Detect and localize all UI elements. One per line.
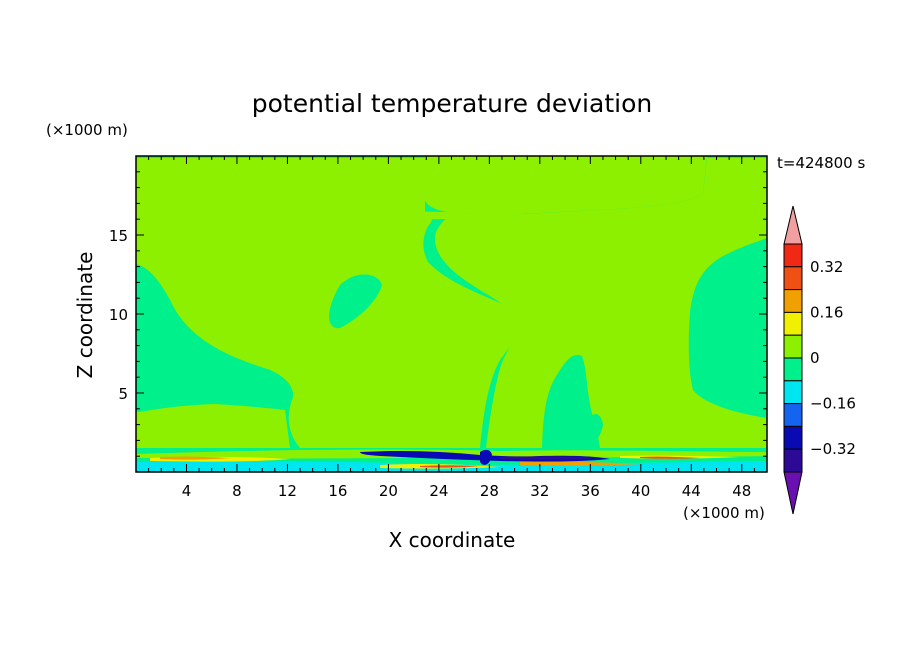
colorbar: 0.32 0.16 0 −0.16 −0.32	[783, 205, 856, 515]
colorbar-label: −0.16	[810, 395, 856, 413]
contour-region-background	[136, 264, 294, 412]
colorbar-box	[783, 380, 803, 405]
colorbar-box	[783, 243, 803, 268]
contour-band-cold	[500, 456, 600, 460]
colorbar-box	[783, 311, 803, 336]
colorbar-box	[783, 334, 803, 359]
colorbar-label: 0.16	[810, 303, 843, 321]
colorbar-label: −0.32	[810, 440, 856, 458]
colorbar-extend-top	[783, 205, 803, 245]
x-unit-label: (×1000 m)	[683, 504, 765, 522]
x-tick-label: 48	[732, 482, 751, 500]
contour-region-background	[587, 414, 603, 443]
colorbar-box	[783, 448, 803, 473]
x-tick-label: 36	[581, 482, 600, 500]
colorbar-box	[783, 289, 803, 313]
contour-band-cold	[480, 449, 492, 465]
x-tick-label: 16	[328, 482, 347, 500]
contour-band-warm	[420, 465, 480, 468]
x-tick-label: 8	[232, 482, 242, 500]
x-tick-label: 28	[480, 482, 499, 500]
contour-region-positive	[136, 158, 517, 448]
colorbar-box	[783, 357, 803, 382]
contour-region-positive	[425, 156, 707, 215]
axis-ticks	[136, 156, 767, 472]
x-tick-label: 40	[631, 482, 650, 500]
chart-title: potential temperature deviation	[252, 89, 652, 118]
contour-band-warm	[640, 456, 700, 459]
y-axis-label: Z coordinate	[73, 252, 97, 379]
x-tick-label: 24	[429, 482, 448, 500]
colorbar-box	[783, 425, 803, 450]
x-tick-label: 4	[182, 482, 192, 500]
x-tick-label: 44	[682, 482, 701, 500]
time-label: t=424800 s	[777, 154, 865, 172]
contour-region-positive	[136, 402, 290, 448]
colorbar-box	[783, 403, 803, 427]
y-unit-label: (×1000 m)	[46, 121, 128, 139]
colorbar-label: 0	[810, 349, 820, 367]
contour-region-positive	[435, 158, 767, 448]
contour-band-warm	[160, 456, 230, 460]
contour-band-warm	[520, 461, 640, 466]
colorbar-box	[783, 266, 803, 291]
y-tick-label: 5	[118, 385, 128, 403]
x-tick-label: 12	[278, 482, 297, 500]
colorbar-extend-bottom	[783, 471, 803, 515]
x-tick-label: 32	[530, 482, 549, 500]
x-tick-label: 20	[379, 482, 398, 500]
colorbar-label: 0.32	[810, 258, 843, 276]
y-tick-label: 10	[109, 306, 128, 324]
x-axis-label: X coordinate	[389, 528, 516, 552]
contour-field	[136, 156, 767, 472]
contour-region-background	[329, 274, 382, 329]
y-tick-label: 15	[109, 227, 128, 245]
